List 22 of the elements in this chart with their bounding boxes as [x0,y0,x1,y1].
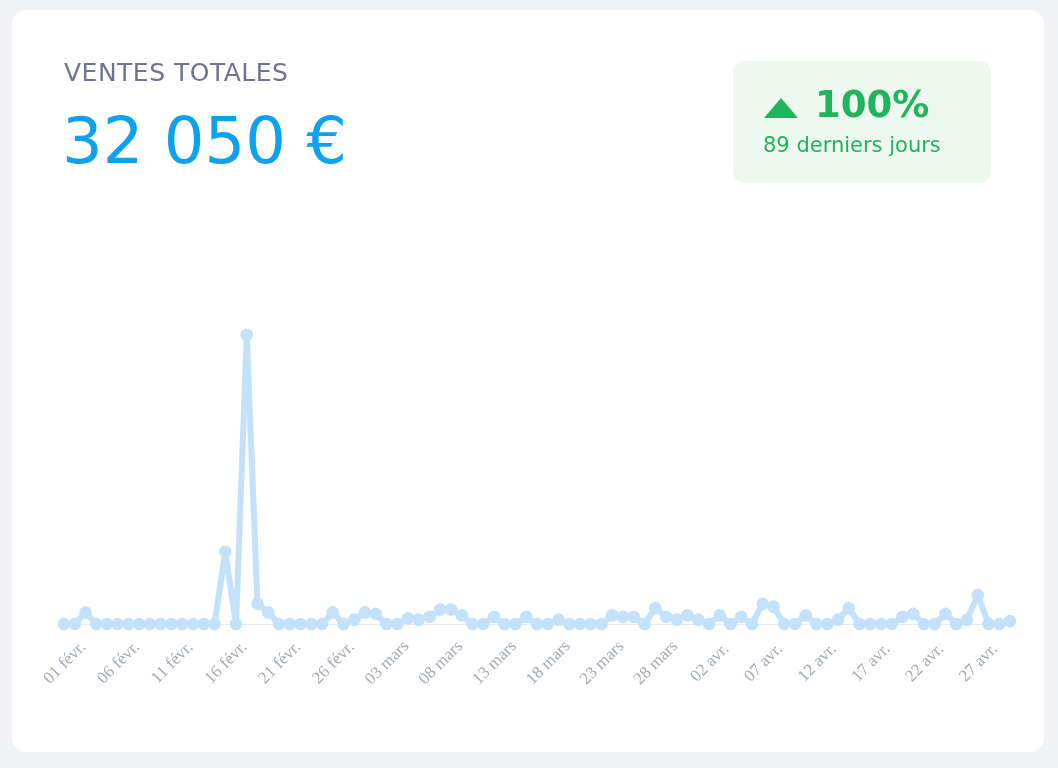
x-tick-label: 18 mars [521,636,574,689]
x-tick-label: 23 mars [575,636,628,689]
x-tick-label: 16 févr. [200,637,251,688]
x-tick-label: 26 févr. [307,637,358,688]
x-tick-label: 08 mars [414,636,467,689]
x-tick-label: 17 avr. [847,639,894,686]
x-tick-label: 13 mars [468,636,521,689]
chart-subtitle: 32 050 € [62,104,347,178]
x-tick-label: 21 févr. [254,637,305,688]
text: 89 derniers jours [763,133,941,157]
chart-title: VENTES TOTALES [64,58,289,87]
x-tick-label: 27 avr. [954,639,1001,686]
text: 100% [815,83,930,126]
x-tick-label: 06 févr. [92,637,143,688]
x-tick-label: 22 avr. [901,639,948,686]
x-tick-label: 12 avr. [793,639,840,686]
x-tick-label: 03 mars [360,636,413,689]
x-tick-label: 28 mars [629,636,682,689]
x-tick-label: 07 avr. [739,639,786,686]
x-tick-label: 11 févr. [146,637,197,688]
x-tick-label: 02 avr. [686,639,733,686]
x-tick-label: 01 févr. [39,637,90,688]
